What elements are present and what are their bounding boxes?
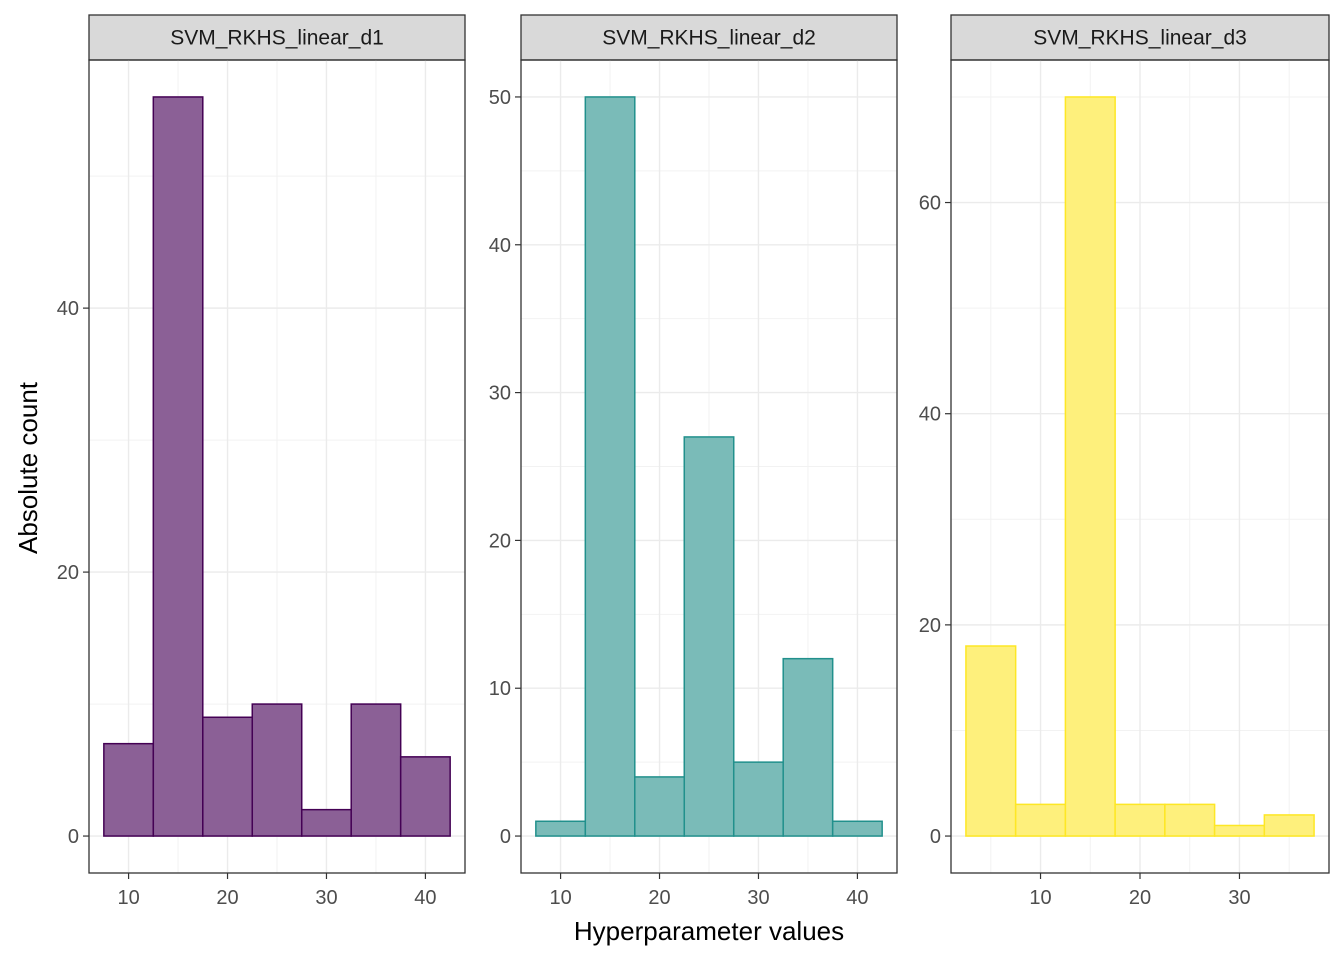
y-tick-label: 30 [489, 383, 511, 405]
x-tick-label: 20 [648, 887, 670, 909]
facet-strip-label: SVM_RKHS_linear_d3 [1033, 27, 1247, 50]
histogram-bar [831, 820, 883, 837]
x-tick-label: 10 [117, 887, 139, 909]
x-tick-label: 10 [1029, 887, 1051, 909]
histogram-bar [300, 808, 352, 837]
x-tick-label: 20 [216, 887, 238, 909]
x-tick-label: 30 [1228, 887, 1250, 909]
histogram-bar [103, 742, 155, 837]
histogram-bar [584, 96, 636, 837]
x-tick-label: 40 [414, 887, 436, 909]
x-axis-title: Hyperparameter values [574, 916, 844, 946]
y-tick-label: 10 [489, 678, 511, 700]
histogram-bar [1213, 824, 1266, 837]
x-tick-label: 20 [1129, 887, 1151, 909]
histogram-bar [535, 820, 587, 837]
y-axis-title: Absolute count [13, 381, 43, 554]
histogram-bar [683, 436, 735, 837]
facet-panel: SVM_RKHS_linear_d3 10 20 30 0 20 40 60 [919, 14, 1330, 909]
x-tick-label: 30 [315, 887, 337, 909]
y-tick-label: 40 [57, 298, 79, 320]
y-tick-label: 20 [57, 562, 79, 584]
x-tick-label: 30 [747, 887, 769, 909]
histogram-bar [1114, 803, 1166, 837]
y-tick-label: 0 [930, 826, 941, 848]
histogram-bar [634, 776, 686, 837]
histogram-bar [965, 645, 1017, 837]
y-tick-label: 50 [489, 87, 511, 109]
panel-border [520, 59, 898, 874]
facet-strip [520, 14, 898, 61]
histogram-bar [152, 96, 204, 837]
x-tick-label: 10 [549, 887, 571, 909]
y-tick-label: 0 [68, 826, 79, 848]
histogram-bar [1014, 803, 1067, 837]
histogram-bar [1164, 803, 1216, 837]
y-tick-label: 60 [919, 193, 941, 215]
histogram-bar [251, 703, 303, 837]
panel-border [88, 59, 466, 874]
y-tick-label: 0 [500, 826, 511, 848]
x-tick-label: 40 [846, 887, 868, 909]
facet-strip [950, 14, 1330, 61]
histogram-bar [782, 657, 834, 837]
facet-panel: SVM_RKHS_linear_d2 10 20 30 40 0 10 20 30 40 50 [489, 14, 898, 909]
y-tick-label: 20 [919, 615, 941, 637]
facet-strip [88, 14, 466, 61]
facet-strip-label: SVM_RKHS_linear_d2 [602, 27, 816, 50]
y-tick-label: 40 [919, 404, 941, 426]
facet-panel: SVM_RKHS_linear_d1 10 20 30 40 0 20 40 [57, 14, 466, 909]
histogram-bar [732, 761, 784, 837]
histogram-bar [1263, 814, 1315, 837]
histogram-bar [202, 716, 254, 837]
y-tick-label: 40 [489, 235, 511, 257]
facet-strip-label: SVM_RKHS_linear_d1 [170, 27, 384, 50]
histogram-bar [1064, 96, 1116, 837]
y-tick-label: 20 [489, 530, 511, 552]
histogram-bar [399, 756, 451, 837]
histogram-bar [350, 703, 402, 837]
